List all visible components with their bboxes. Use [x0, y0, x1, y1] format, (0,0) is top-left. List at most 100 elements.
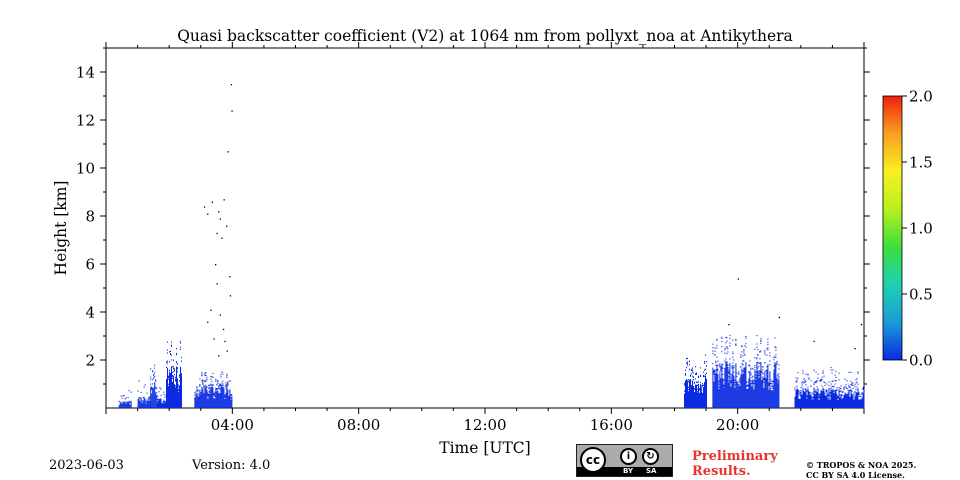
signal-speck — [814, 381, 816, 383]
signal-speck — [801, 381, 803, 383]
signal-column — [767, 364, 769, 408]
y-tick-label: 10 — [76, 160, 95, 178]
signal-speck — [702, 383, 703, 385]
signal-speck — [778, 377, 780, 379]
signal-speck — [804, 379, 806, 382]
signal-speck — [839, 390, 841, 393]
signal-speck — [759, 351, 761, 353]
signal-speck — [738, 373, 740, 375]
signal-speck — [800, 389, 802, 392]
colorbar-tick-label: 1.5 — [909, 154, 933, 172]
signal-speck — [846, 387, 848, 390]
signal-speck — [195, 391, 197, 393]
signal-speck — [746, 385, 748, 387]
signal-speck — [217, 381, 219, 383]
signal-speck — [697, 391, 698, 393]
signal-speck — [156, 398, 158, 400]
signal-speck — [704, 362, 705, 364]
signal-speck — [744, 354, 746, 356]
signal-speck — [758, 370, 760, 372]
signal-speck — [863, 384, 865, 386]
signal-speck — [231, 397, 233, 399]
signal-speck — [700, 382, 701, 384]
signal-speck — [754, 364, 756, 367]
signal-speck — [847, 392, 849, 394]
signal-speck — [694, 382, 695, 384]
signal-column — [166, 379, 167, 408]
signal-speck — [222, 380, 224, 382]
signal-column — [121, 403, 123, 408]
signal-speck — [751, 380, 753, 382]
signal-speck — [175, 385, 176, 387]
signal-speck — [834, 383, 836, 385]
signal-speck — [151, 386, 153, 388]
signal-speck — [722, 363, 724, 365]
signal-speck — [207, 392, 209, 394]
signal-speck — [157, 398, 159, 400]
signal-column — [722, 379, 724, 408]
signal-speck — [820, 378, 822, 380]
signal-column — [847, 395, 849, 408]
signal-column — [748, 379, 750, 408]
signal-speck — [217, 380, 219, 382]
signal-speck — [720, 370, 722, 372]
signal-speck — [158, 399, 160, 401]
signal-speck — [223, 391, 225, 393]
signal-speck — [835, 376, 837, 378]
sparse-point — [215, 264, 217, 266]
signal-speck — [744, 345, 746, 347]
signal-speck — [825, 395, 827, 397]
signal-speck — [730, 382, 732, 384]
signal-speck — [724, 360, 726, 362]
signal-column — [813, 387, 815, 408]
signal-speck — [166, 361, 167, 363]
signal-speck — [807, 374, 809, 376]
signal-speck — [171, 354, 172, 356]
signal-column — [220, 387, 222, 408]
signal-speck — [813, 384, 815, 386]
signal-speck — [219, 384, 221, 386]
signal-speck — [732, 351, 734, 353]
signal-column — [725, 363, 727, 408]
sparse-points — [203, 84, 863, 357]
signal-speck — [169, 361, 170, 363]
signal-column — [172, 381, 173, 408]
signal-speck — [173, 371, 174, 373]
signal-speck — [841, 391, 843, 393]
cc-license-badge[interactable]: cc i ↻ BY SA — [576, 444, 673, 477]
signal-speck — [697, 388, 698, 390]
signal-speck — [203, 386, 205, 388]
signal-column — [198, 398, 200, 408]
signal-column — [859, 400, 861, 408]
signal-region-6 — [684, 354, 707, 408]
sparse-point — [218, 211, 220, 213]
signal-region-4 — [166, 341, 182, 408]
signal-speck — [163, 391, 165, 393]
copyright-line1: © TROPOS & NOA 2025. — [806, 460, 917, 470]
colorbar-tick-label: 1.0 — [909, 220, 933, 238]
signal-speck — [760, 338, 762, 340]
signal-speck — [847, 389, 849, 391]
signal-speck — [717, 364, 719, 366]
signal-speck — [862, 387, 864, 389]
signal-speck — [172, 371, 173, 374]
signal-column — [718, 390, 720, 408]
signal-speck — [851, 384, 853, 386]
signal-speck — [777, 379, 779, 381]
signal-speck — [773, 365, 775, 367]
signal-column — [769, 371, 771, 408]
signal-speck — [774, 337, 776, 339]
signal-speck — [172, 375, 173, 377]
signal-speck — [701, 387, 702, 389]
signal-column — [844, 392, 846, 408]
signal-speck — [734, 379, 736, 381]
signal-speck — [214, 394, 216, 396]
signal-speck — [228, 397, 230, 400]
signal-speck — [155, 387, 157, 389]
signal-speck — [194, 394, 196, 396]
signal-speck — [222, 383, 224, 385]
signal-speck — [177, 368, 178, 370]
sparse-point — [227, 151, 229, 153]
signal-speck — [693, 376, 694, 379]
signal-speck — [810, 385, 812, 387]
